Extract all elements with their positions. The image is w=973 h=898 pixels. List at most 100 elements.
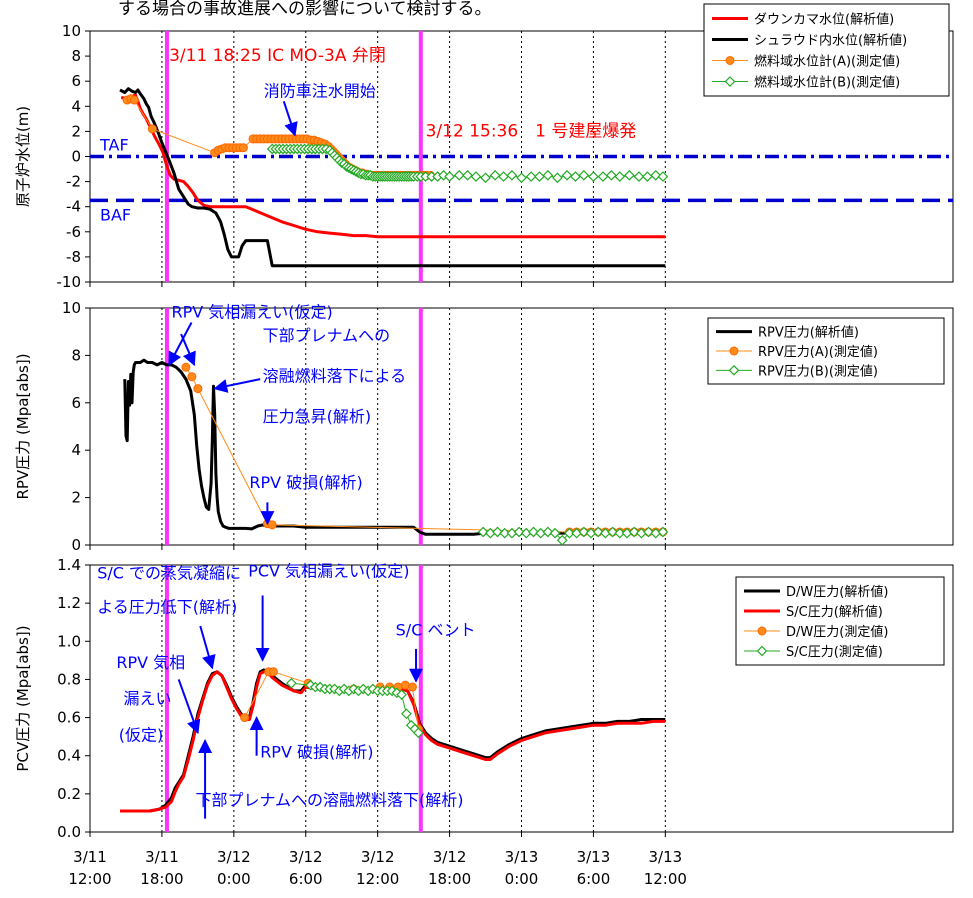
data-point (657, 526, 669, 538)
header-text: する場合の事故進展への影響について検討する。 (118, 0, 492, 19)
legend-label: ダウンカマ水位(解析値) (754, 12, 894, 28)
data-point (413, 727, 424, 739)
series-line (120, 93, 666, 239)
panel-pcv-pressure: 1.4 1.2 1.0 0.8 0.6 0.4 0.2 0.0 PCV圧力 (Mpa[abs])… (14, 556, 954, 841)
annotation-blue: S/C ベント (396, 621, 476, 640)
legend: RPV圧力(解析値) RPV圧力(A)(測定値) RPV圧力(B)(測定値) (707, 317, 945, 385)
data-point (578, 526, 590, 538)
annotation-arrow (177, 679, 201, 735)
data-point (477, 526, 489, 538)
annotation-arrow (282, 100, 298, 137)
data-point (513, 526, 525, 538)
y-tick-label: 0.2 (57, 785, 81, 803)
y-tick-label: 1.4 (57, 556, 81, 574)
annotation-blue: 漏えい (124, 689, 172, 708)
data-point (614, 171, 626, 182)
annotation-blue: 下部プレナムへの (263, 326, 391, 345)
series-0 (120, 93, 666, 239)
x-tick-label: 3/11 (145, 848, 179, 866)
y-tick-label: -2 (66, 173, 81, 191)
panel-rpv-pressure: 10 8 6 4 2 0 RPV圧力 (Mpa[abs]) RPV 気相漏えい(仮定) 下部プレ… (14, 299, 954, 554)
legend-label: 燃料域水位計(B)(測定値) (754, 75, 900, 91)
data-point (268, 667, 278, 677)
data-point (643, 526, 654, 538)
data-point (407, 682, 417, 692)
y-axis-label: 原子炉水位(m) (14, 106, 32, 207)
annotation-blue: RPV 気相 (116, 653, 185, 672)
data-point (444, 171, 455, 182)
data-point (564, 527, 575, 539)
x-tick-label: 6:00 (289, 870, 323, 888)
x-tick-label: 12:00 (356, 870, 399, 888)
annotation-arrow (180, 333, 196, 367)
y-tick-label: 2 (71, 122, 81, 140)
data-point (187, 372, 197, 382)
annotation-blue: RPV 気相漏えい(仮定) (172, 302, 333, 321)
data-point (129, 95, 139, 105)
ref-line-label: TAF (99, 136, 129, 155)
x-tick-label: 3/11 (73, 848, 107, 866)
series-2 (477, 526, 669, 546)
legend-marker (729, 346, 739, 356)
y-tick-label: -8 (66, 248, 81, 266)
x-tick-label: 18:00 (428, 870, 471, 888)
y-tick-label: 0.4 (57, 747, 81, 765)
panel-water-level: 10 8 6 4 2 0 -2 -4 -6 -8 -10 原子炉水位(m) TAF BAF 3/11 18:… (14, 3, 954, 291)
y-tick-label: 4 (71, 441, 81, 459)
legend-label: RPV圧力(B)(測定値) (758, 363, 878, 379)
y-tick-label: 8 (71, 346, 81, 364)
x-tick-label: 18:00 (140, 870, 183, 888)
data-point (606, 169, 617, 181)
x-axis: 3/11 12:00 3/11 18:00 3/12 0:00 3/12 6:00 3/12 12… (68, 848, 687, 888)
annotation-arrow (168, 322, 193, 367)
y-tick-label: 8 (71, 47, 81, 65)
data-point (480, 172, 491, 184)
data-point (525, 171, 537, 182)
y-tick-label: 1.2 (57, 594, 81, 612)
data-point (542, 526, 554, 538)
data-point (614, 527, 626, 539)
annotation-blue: RPV 破損(解析) (249, 473, 362, 492)
annotation-red: 3/12 15:36 1 号建屋爆発 (426, 121, 637, 141)
data-point (528, 526, 539, 538)
annotation-blue: 圧力急昇(解析) (263, 407, 372, 426)
legend-label: シュラウド内水位(解析値) (754, 33, 907, 49)
data-point (453, 169, 465, 181)
legend-marker (728, 364, 740, 376)
legend-label: S/C圧力(測定値) (786, 644, 883, 660)
annotation-blue: 下部プレナムへの溶融燃料落下(解析) (195, 790, 463, 809)
x-tick-label: 3/13 (505, 848, 539, 866)
data-point (624, 169, 635, 181)
legend-label: D/W圧力(測定値) (786, 624, 888, 640)
x-tick-label: 3/12 (289, 848, 323, 866)
x-tick-label: 12:00 (68, 870, 111, 888)
data-point (633, 171, 645, 182)
series-line (123, 358, 666, 536)
data-point (267, 520, 277, 530)
y-tick-label: 10 (62, 299, 81, 317)
y-tick-label: 0.6 (57, 709, 81, 727)
data-point (470, 171, 482, 182)
data-point (286, 677, 297, 689)
data-point (147, 124, 157, 134)
data-point (628, 526, 640, 538)
series-3 (266, 143, 669, 184)
data-point (489, 169, 501, 181)
data-point (238, 143, 248, 153)
data-point (607, 526, 618, 538)
legend-marker (725, 56, 735, 65)
data-point (240, 713, 250, 723)
x-tick-label: 12:00 (644, 870, 687, 888)
data-point (506, 169, 518, 181)
x-tick-label: 0:00 (505, 870, 539, 888)
y-tick-label: -6 (66, 223, 81, 241)
x-tick-label: 3/13 (648, 848, 682, 866)
annotation-arrow (199, 625, 216, 670)
data-point (499, 527, 511, 539)
data-point (542, 169, 554, 181)
data-point (597, 171, 609, 182)
y-tick-label: 1.0 (57, 632, 81, 650)
x-tick-label: 0:00 (217, 870, 251, 888)
x-tick-label: 3/12 (217, 848, 251, 866)
